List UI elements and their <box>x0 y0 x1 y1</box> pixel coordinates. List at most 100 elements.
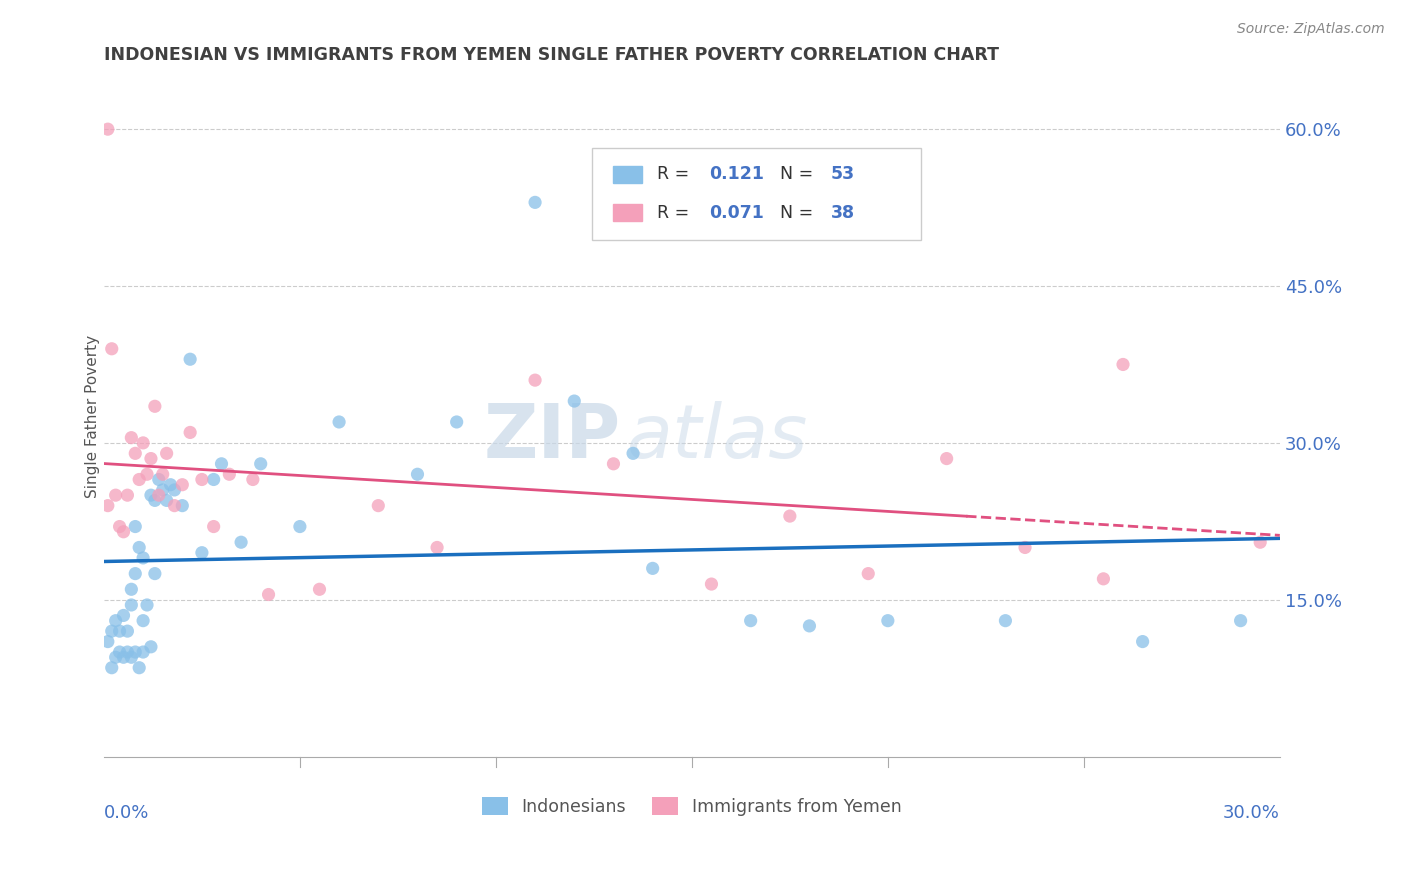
Point <box>152 467 174 482</box>
Point <box>112 650 135 665</box>
Point <box>143 566 166 581</box>
Point <box>132 614 155 628</box>
Text: R =: R = <box>657 204 695 222</box>
Point <box>524 195 547 210</box>
Point <box>621 446 644 460</box>
Point <box>179 352 201 367</box>
Point <box>128 541 150 555</box>
Point <box>799 619 821 633</box>
Point <box>935 451 957 466</box>
Point <box>132 436 155 450</box>
Point <box>124 519 146 533</box>
Point <box>229 535 252 549</box>
Point <box>132 645 155 659</box>
Point <box>562 394 585 409</box>
Point <box>120 582 142 597</box>
Point <box>218 467 240 482</box>
Point <box>128 661 150 675</box>
Point <box>139 451 162 466</box>
Point <box>148 488 170 502</box>
Point <box>139 488 162 502</box>
Point <box>136 467 159 482</box>
Point <box>132 550 155 565</box>
Text: N =: N = <box>780 165 818 183</box>
Point <box>1229 614 1251 628</box>
Point <box>104 650 127 665</box>
Point <box>159 477 181 491</box>
Point <box>367 499 389 513</box>
Point <box>202 473 225 487</box>
Point <box>163 483 186 497</box>
Point <box>1014 541 1036 555</box>
Point <box>156 493 179 508</box>
Point <box>143 493 166 508</box>
Text: 0.121: 0.121 <box>710 165 765 183</box>
Point <box>136 598 159 612</box>
Text: R =: R = <box>657 165 695 183</box>
Point <box>104 614 127 628</box>
Point <box>117 645 139 659</box>
Point <box>994 614 1017 628</box>
Point <box>779 509 801 524</box>
Point <box>163 499 186 513</box>
Point <box>112 524 135 539</box>
Point <box>249 457 271 471</box>
Text: 38: 38 <box>831 204 855 222</box>
Legend: Indonesians, Immigrants from Yemen: Indonesians, Immigrants from Yemen <box>475 790 908 822</box>
Point <box>97 122 120 136</box>
Point <box>179 425 201 440</box>
Point <box>139 640 162 654</box>
Point <box>156 446 179 460</box>
Text: N =: N = <box>780 204 818 222</box>
Point <box>97 634 120 648</box>
Point <box>100 661 122 675</box>
Point <box>108 645 131 659</box>
Point <box>1112 358 1135 372</box>
Point <box>120 598 142 612</box>
Point <box>211 457 233 471</box>
Point <box>124 446 146 460</box>
Point <box>148 473 170 487</box>
Point <box>641 561 664 575</box>
Point <box>124 645 146 659</box>
Point <box>700 577 723 591</box>
Point <box>120 650 142 665</box>
Point <box>446 415 468 429</box>
Text: 53: 53 <box>831 165 855 183</box>
Point <box>143 399 166 413</box>
Point <box>1249 535 1271 549</box>
Point <box>108 519 131 533</box>
FancyBboxPatch shape <box>592 148 921 240</box>
Point <box>100 342 122 356</box>
Point <box>524 373 547 387</box>
Point <box>112 608 135 623</box>
Point <box>602 457 624 471</box>
Point <box>128 473 150 487</box>
Point <box>97 499 120 513</box>
Text: INDONESIAN VS IMMIGRANTS FROM YEMEN SINGLE FATHER POVERTY CORRELATION CHART: INDONESIAN VS IMMIGRANTS FROM YEMEN SING… <box>104 46 998 64</box>
Text: 0.0%: 0.0% <box>104 805 149 822</box>
Point <box>876 614 898 628</box>
Point <box>108 624 131 639</box>
Point <box>288 519 311 533</box>
Point <box>308 582 330 597</box>
Point <box>1132 634 1154 648</box>
Bar <box>613 166 643 183</box>
Text: Source: ZipAtlas.com: Source: ZipAtlas.com <box>1237 22 1385 37</box>
Point <box>120 431 142 445</box>
Point <box>426 541 449 555</box>
Point <box>202 519 225 533</box>
Text: 30.0%: 30.0% <box>1223 805 1279 822</box>
Point <box>117 488 139 502</box>
Point <box>406 467 429 482</box>
Point <box>117 624 139 639</box>
Point <box>242 473 264 487</box>
Point <box>858 566 880 581</box>
Point <box>1092 572 1115 586</box>
Bar <box>613 204 643 221</box>
Point <box>191 546 214 560</box>
Point <box>172 499 194 513</box>
Point <box>740 614 762 628</box>
Text: ZIP: ZIP <box>484 401 621 474</box>
Point <box>328 415 350 429</box>
